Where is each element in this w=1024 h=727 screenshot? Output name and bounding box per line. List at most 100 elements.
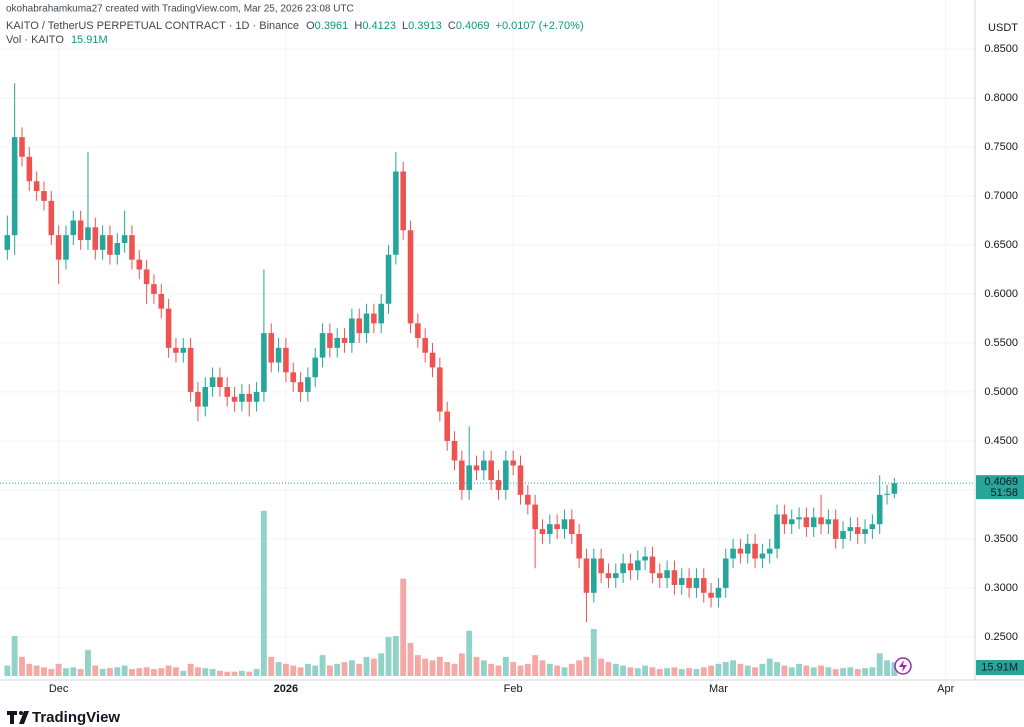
candle-body xyxy=(715,587,722,598)
volume-bar xyxy=(282,663,289,676)
candle-body xyxy=(854,527,861,535)
volume-bar xyxy=(19,656,25,676)
candle-body xyxy=(642,556,648,561)
volume-bar xyxy=(524,663,531,676)
candle-body xyxy=(85,227,91,241)
grid xyxy=(0,0,975,680)
volume-bar xyxy=(840,668,846,676)
candle-body xyxy=(209,377,216,388)
volume-bar xyxy=(92,665,99,676)
volume-bar xyxy=(612,663,619,676)
candle-body xyxy=(173,347,179,353)
volume-bar xyxy=(444,662,451,676)
volume-bar xyxy=(488,663,495,676)
y-tick-label: 0.5000 xyxy=(984,386,1018,398)
y-tick-label: 0.7000 xyxy=(984,190,1018,202)
volume-bar xyxy=(715,663,722,676)
candle-body xyxy=(121,235,128,243)
candle-body xyxy=(158,293,165,309)
volume-bar xyxy=(759,663,766,676)
candle-body xyxy=(561,519,568,530)
candle-body xyxy=(385,254,392,304)
candle-body xyxy=(649,556,656,574)
candle-body xyxy=(730,548,736,559)
candle-body xyxy=(55,235,62,260)
volume-bar xyxy=(378,653,385,676)
volume-bar xyxy=(722,662,729,676)
candle-body xyxy=(803,517,810,528)
candle-body xyxy=(605,573,612,579)
volume-bar xyxy=(275,662,282,676)
candle-body xyxy=(415,323,421,339)
volume-bar xyxy=(180,670,187,676)
volume-bar xyxy=(304,663,311,676)
candle-body xyxy=(187,347,194,392)
volume-bar xyxy=(99,669,106,676)
volume-bar xyxy=(392,636,399,676)
candle-body xyxy=(708,592,714,598)
volume-bar xyxy=(260,510,267,676)
volume-bar xyxy=(451,663,458,676)
candle-body xyxy=(503,460,509,490)
volume-bar xyxy=(649,667,656,676)
volume-bar xyxy=(77,669,84,676)
candle-body xyxy=(99,235,106,250)
volume-bar xyxy=(730,660,737,676)
volume-bar xyxy=(510,662,517,676)
candle-body xyxy=(407,230,414,324)
candle-body xyxy=(378,303,384,324)
candle-body xyxy=(539,529,546,535)
candle-body xyxy=(165,308,172,348)
candle-body xyxy=(63,235,69,260)
volume-bar xyxy=(85,649,91,676)
volume-bar xyxy=(862,668,868,676)
volume-bar xyxy=(620,665,627,676)
volume-bar xyxy=(480,660,487,676)
candle-body xyxy=(11,137,18,236)
candle-body xyxy=(393,171,399,255)
volume-label: 15.91M xyxy=(981,661,1018,673)
volume-bar xyxy=(268,656,275,676)
candle-body xyxy=(246,393,253,402)
candle-body xyxy=(151,284,157,294)
candle-body xyxy=(656,573,663,579)
candle-body xyxy=(825,519,832,525)
candle-body xyxy=(664,570,670,579)
alert-bolt[interactable] xyxy=(899,660,907,672)
volume-bar xyxy=(752,667,759,676)
candle-body xyxy=(319,333,326,358)
ohlc-key: C xyxy=(448,20,456,32)
volume-bar xyxy=(664,668,671,676)
candle-body xyxy=(510,460,516,466)
candle-body xyxy=(620,563,626,574)
volume-bar xyxy=(253,669,260,676)
volume-value: 15.91M xyxy=(71,34,108,46)
volume-bar xyxy=(246,671,253,676)
volume-bar xyxy=(136,668,143,676)
candle-body xyxy=(693,578,700,588)
candle-body xyxy=(107,235,113,255)
x-tick-label: Mar xyxy=(709,683,728,695)
volume-bar xyxy=(151,669,157,676)
ohlc-value: 0.4069 xyxy=(456,20,490,32)
candle-body xyxy=(613,573,619,579)
candle-body xyxy=(796,517,802,520)
volume-bar xyxy=(825,667,832,676)
candle-body xyxy=(305,377,311,392)
credit: okohabrahamkuma27 created with TradingVi… xyxy=(6,4,354,15)
axis-unit: USDT xyxy=(988,22,1018,34)
volume-bar xyxy=(216,670,223,676)
y-tick-label: 0.8500 xyxy=(984,43,1018,55)
volume-bar xyxy=(869,667,876,676)
change: +0.0107 (+2.70%) xyxy=(496,20,584,32)
alert-icon[interactable] xyxy=(894,657,912,675)
logo-shape xyxy=(19,711,23,715)
volume-bar xyxy=(576,660,583,676)
volume-bar xyxy=(818,665,824,676)
volume-name: Vol · KAITO xyxy=(6,34,64,46)
candle-body xyxy=(810,517,817,528)
volume-bar xyxy=(385,636,392,676)
candle-body xyxy=(884,493,890,495)
volume-bar xyxy=(598,658,605,676)
